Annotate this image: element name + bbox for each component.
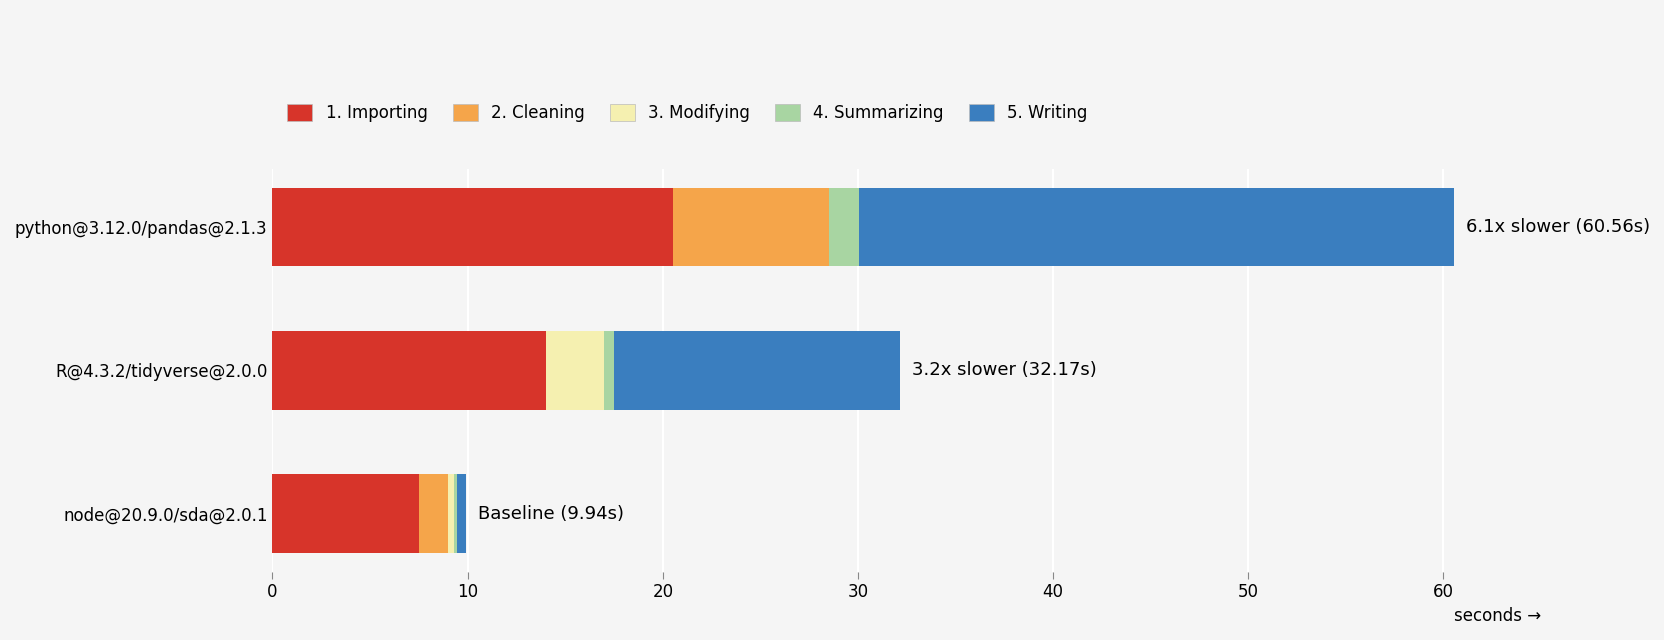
Text: 6.1x slower (60.56s): 6.1x slower (60.56s) [1466, 218, 1651, 236]
Bar [454, 474, 456, 554]
Bar [273, 474, 419, 554]
Legend: 1. Importing, 2. Cleaning, 3. Modifying, 4. Summarizing, 5. Writing: 1. Importing, 2. Cleaning, 3. Modifying,… [281, 97, 1095, 129]
Bar [672, 188, 829, 266]
Bar [273, 188, 672, 266]
Bar [273, 331, 546, 410]
Bar [448, 474, 454, 554]
Text: Baseline (9.94s): Baseline (9.94s) [478, 505, 624, 523]
Bar [456, 474, 466, 554]
Bar [829, 188, 859, 266]
X-axis label: seconds →: seconds → [1454, 607, 1541, 625]
Bar [546, 331, 604, 410]
Bar [859, 188, 1454, 266]
Bar [614, 331, 900, 410]
Bar [604, 331, 614, 410]
Bar [419, 474, 448, 554]
Text: 3.2x slower (32.17s): 3.2x slower (32.17s) [912, 362, 1097, 380]
